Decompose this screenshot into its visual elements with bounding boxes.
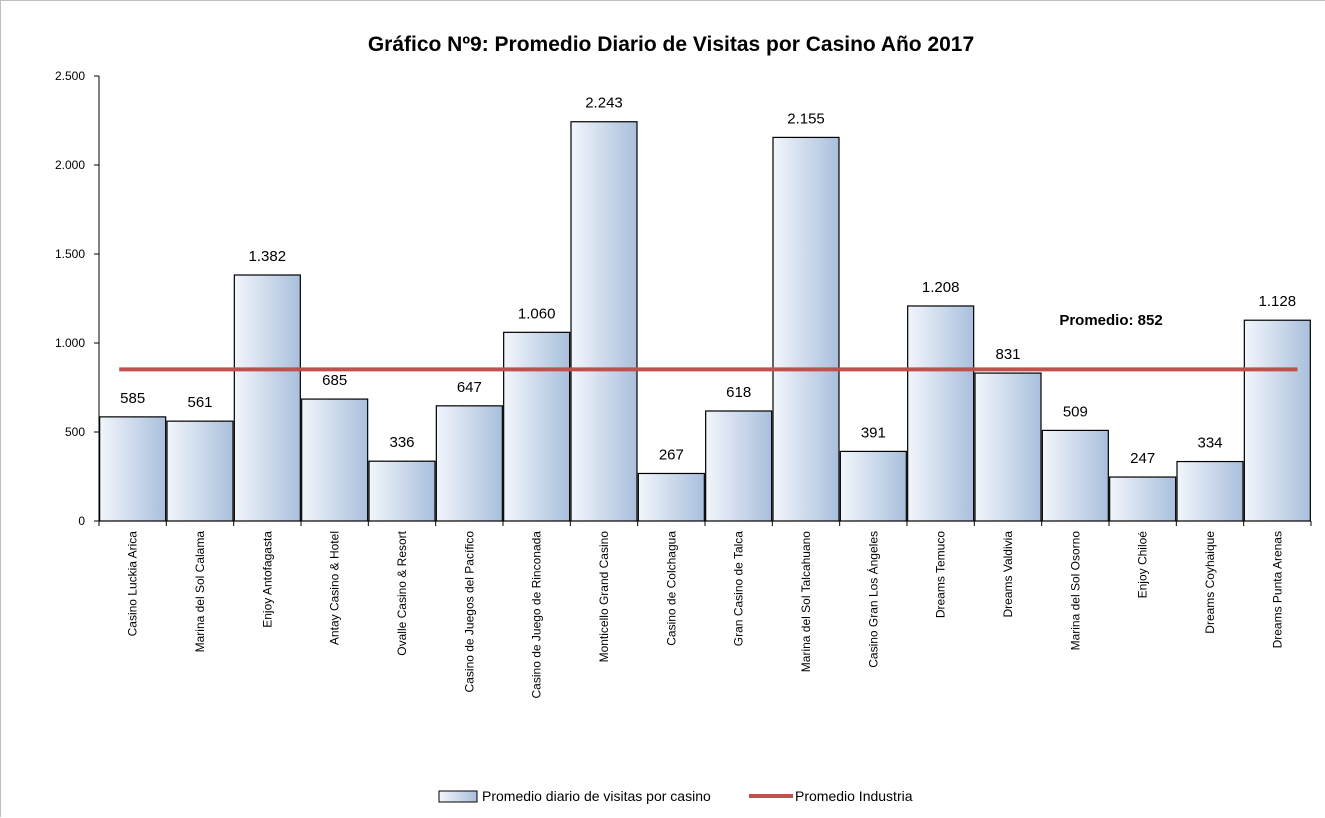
x-tick-label: Gran Casino de Talca [732,531,746,647]
legend-label-line: Promedio Industria [795,788,913,804]
plot-area: 0 500 1.000 1.500 2.000 2.500 585 Casino Luckia… [55,69,1312,699]
data-label: 509 [1063,403,1088,420]
x-tick-label: Antay Casino & Hotel [328,531,342,645]
data-label: 1.208 [922,279,960,296]
x-tick-label: Ovalle Casino & Resort [395,530,409,655]
bar [503,331,571,522]
bar [637,472,705,522]
bar [166,420,234,522]
x-tick-label: Enjoy Antofagasta [260,531,274,628]
bar [1176,460,1244,522]
data-label: 1.060 [518,305,556,322]
chart-title: Gráfico Nº9: Promedio Diario de Visitas … [368,33,974,56]
bar [907,305,975,522]
bar [301,398,369,522]
x-tick-label: Casino de Juegos del Pacífico [462,531,476,693]
bar [233,274,301,522]
data-label: 334 [1197,435,1222,452]
data-label: 2.243 [585,95,623,112]
y-tick-label: 2.000 [55,158,85,172]
bar [99,416,167,522]
bar [435,405,503,522]
data-label: 685 [322,372,347,389]
data-label: 336 [389,434,414,451]
bar [368,460,436,522]
x-tick-label: Casino de Juego de Rinconada [530,531,544,699]
x-tick-label: Enjoy Chiloé [1136,531,1150,599]
bar [570,121,638,522]
data-label: 1.382 [249,248,287,265]
y-tick-label: 1.500 [55,247,85,261]
data-label: 831 [995,346,1020,363]
x-tick-label: Casino Luckia Arica [126,531,140,637]
legend-label-bar: Promedio diario de visitas por casino [482,788,711,804]
x-tick-label: Marina del Sol Talcahuano [799,531,813,673]
x-tick-label: Casino Gran Los Ángeles [865,531,880,668]
bar [1109,476,1177,522]
data-label: 1.128 [1259,293,1297,310]
x-tick-label: Dreams Valdivia [1001,531,1015,618]
y-tick-label: 1.000 [55,336,85,350]
data-label: 561 [187,394,212,411]
bar [705,410,773,522]
x-tick-label: Dreams Coyhaique [1203,531,1217,634]
legend-swatch-bar [438,790,478,803]
data-label: 2.155 [787,110,825,127]
bar [1243,319,1311,522]
x-tick-label: Casino de Colchagua [664,531,678,646]
data-label: 247 [1130,450,1155,467]
bar [974,372,1042,522]
data-label: 267 [659,446,684,463]
legend: Promedio diario de visitas por casino Pr… [438,788,913,804]
data-label: 647 [457,379,482,396]
data-label: 618 [726,384,751,401]
x-tick-label: Dreams Temuco [934,531,948,618]
bar [772,136,840,522]
x-tick-label: Monticello Grand Casino [597,531,611,663]
y-tick-label: 500 [65,425,85,439]
x-tick-label: Marina del Sol Calama [193,531,207,653]
bar [839,450,907,522]
x-tick-label: Marina del Sol Osorno [1068,531,1082,651]
data-label: 391 [861,424,886,441]
average-annotation: Promedio: 852 [1059,312,1162,329]
data-label: 585 [120,390,145,407]
y-tick-label: 2.500 [55,69,85,83]
x-tick-label: Dreams Punta Arenas [1270,531,1284,648]
y-tick-label: 0 [78,514,85,528]
bar [1041,429,1109,522]
